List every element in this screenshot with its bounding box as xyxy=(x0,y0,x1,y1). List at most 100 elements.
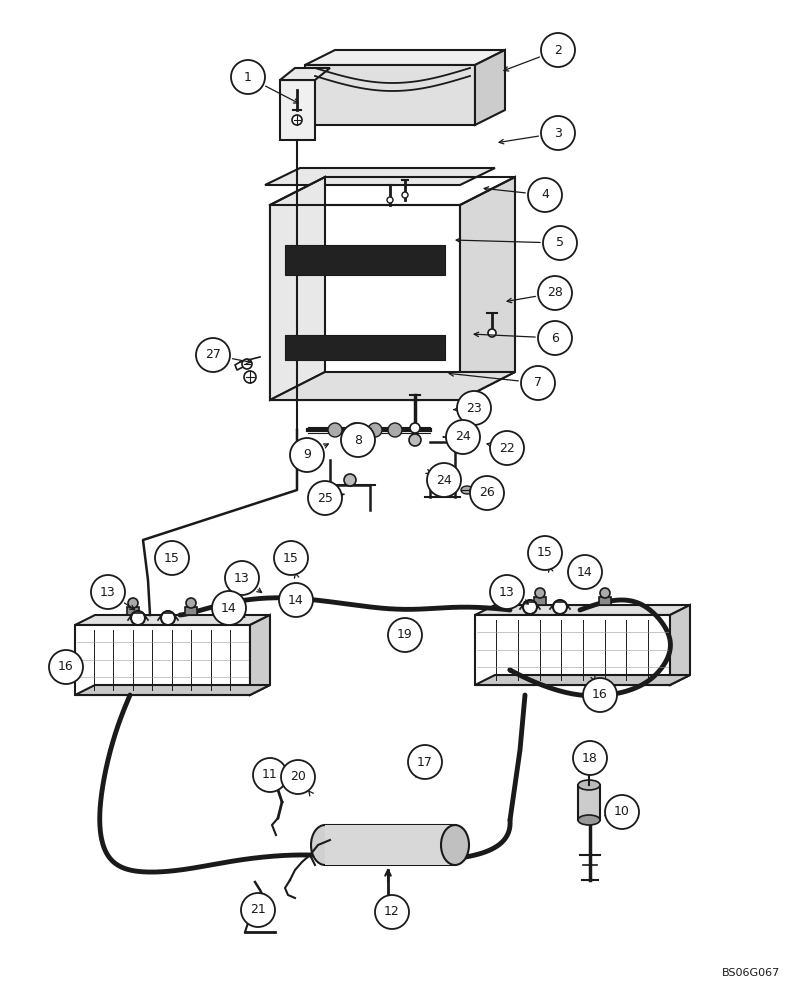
Circle shape xyxy=(279,583,312,617)
Circle shape xyxy=(375,895,409,929)
Text: 13: 13 xyxy=(499,585,514,598)
Circle shape xyxy=(328,423,341,437)
Circle shape xyxy=(538,276,571,310)
Text: 16: 16 xyxy=(591,688,607,702)
Text: 14: 14 xyxy=(577,566,592,578)
Circle shape xyxy=(290,438,324,472)
Text: 13: 13 xyxy=(100,585,116,598)
Polygon shape xyxy=(270,372,514,400)
Text: 1: 1 xyxy=(244,71,251,84)
Circle shape xyxy=(91,575,125,609)
Bar xyxy=(185,607,197,615)
Polygon shape xyxy=(669,605,689,685)
Circle shape xyxy=(521,366,554,400)
Circle shape xyxy=(307,481,341,515)
Ellipse shape xyxy=(577,780,599,790)
Text: 12: 12 xyxy=(384,905,399,918)
Ellipse shape xyxy=(577,815,599,825)
Ellipse shape xyxy=(440,825,469,865)
Ellipse shape xyxy=(461,486,473,494)
Text: 20: 20 xyxy=(290,770,306,783)
Circle shape xyxy=(243,371,255,383)
Circle shape xyxy=(242,359,251,369)
Text: 22: 22 xyxy=(499,442,514,454)
Circle shape xyxy=(489,575,523,609)
Circle shape xyxy=(527,536,561,570)
Ellipse shape xyxy=(311,825,338,865)
Text: 5: 5 xyxy=(556,236,564,249)
Circle shape xyxy=(604,795,638,829)
Circle shape xyxy=(387,197,393,203)
Text: 10: 10 xyxy=(613,805,629,818)
Bar xyxy=(534,597,545,605)
Polygon shape xyxy=(75,625,250,695)
Bar xyxy=(324,825,454,865)
Polygon shape xyxy=(474,605,689,615)
Text: 4: 4 xyxy=(540,188,548,202)
Text: 27: 27 xyxy=(205,349,221,361)
Circle shape xyxy=(445,420,479,454)
Circle shape xyxy=(388,618,422,652)
Polygon shape xyxy=(75,685,270,695)
Polygon shape xyxy=(474,615,669,685)
Polygon shape xyxy=(264,168,495,185)
Text: 7: 7 xyxy=(534,376,541,389)
Text: 11: 11 xyxy=(262,768,277,781)
Polygon shape xyxy=(285,245,444,275)
Circle shape xyxy=(599,588,609,598)
Circle shape xyxy=(540,116,574,150)
Text: BS06G067: BS06G067 xyxy=(721,968,779,978)
Text: 15: 15 xyxy=(536,546,552,560)
Circle shape xyxy=(253,758,286,792)
Circle shape xyxy=(543,226,577,260)
Text: 6: 6 xyxy=(551,332,558,344)
Text: 15: 15 xyxy=(283,552,298,564)
Text: 15: 15 xyxy=(164,552,180,564)
Text: 13: 13 xyxy=(234,572,250,584)
Text: 28: 28 xyxy=(547,286,562,300)
Circle shape xyxy=(457,391,491,425)
Polygon shape xyxy=(474,675,689,685)
Text: 25: 25 xyxy=(316,491,333,504)
Polygon shape xyxy=(305,65,474,125)
Circle shape xyxy=(407,745,441,779)
Polygon shape xyxy=(305,50,504,65)
Polygon shape xyxy=(474,50,504,125)
Text: 9: 9 xyxy=(303,448,311,462)
Circle shape xyxy=(522,600,536,614)
Text: 24: 24 xyxy=(436,474,451,487)
Circle shape xyxy=(225,561,259,595)
Circle shape xyxy=(273,541,307,575)
Text: 8: 8 xyxy=(354,434,362,446)
Circle shape xyxy=(212,591,246,625)
Text: 19: 19 xyxy=(397,629,412,642)
Circle shape xyxy=(568,555,601,589)
Circle shape xyxy=(527,178,561,212)
Text: 3: 3 xyxy=(553,127,561,140)
Bar xyxy=(577,785,599,820)
Text: 21: 21 xyxy=(250,903,265,916)
Polygon shape xyxy=(270,177,324,400)
Circle shape xyxy=(487,329,496,337)
Bar xyxy=(127,607,139,615)
Circle shape xyxy=(131,611,145,625)
Circle shape xyxy=(155,541,189,575)
Text: 14: 14 xyxy=(221,601,237,614)
Circle shape xyxy=(534,588,544,598)
Circle shape xyxy=(367,423,381,437)
Polygon shape xyxy=(280,80,315,140)
Text: 14: 14 xyxy=(288,593,303,606)
Text: 23: 23 xyxy=(466,401,481,414)
Circle shape xyxy=(388,423,401,437)
Polygon shape xyxy=(270,205,460,400)
Text: 26: 26 xyxy=(478,487,494,499)
Polygon shape xyxy=(460,177,514,400)
Polygon shape xyxy=(250,615,270,695)
Ellipse shape xyxy=(444,486,456,494)
Circle shape xyxy=(552,600,566,614)
Circle shape xyxy=(241,893,275,927)
Circle shape xyxy=(49,650,83,684)
Circle shape xyxy=(348,423,362,437)
Circle shape xyxy=(538,321,571,355)
Circle shape xyxy=(292,115,302,125)
